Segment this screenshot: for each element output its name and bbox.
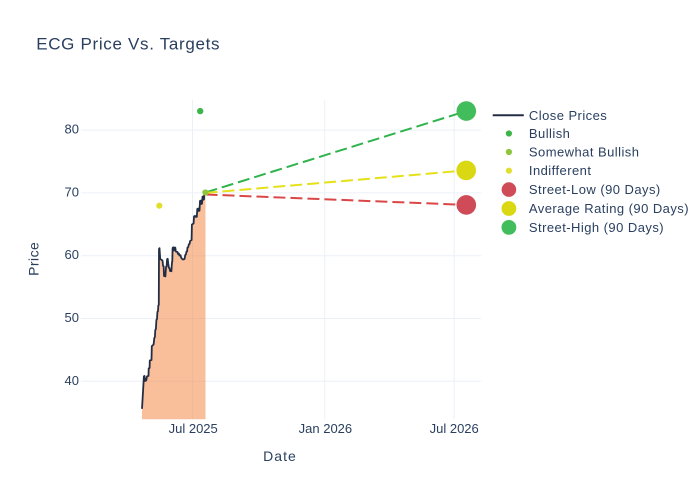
svg-text:Price: Price — [26, 242, 42, 276]
svg-text:Jul 2025: Jul 2025 — [169, 421, 218, 436]
svg-text:60: 60 — [65, 247, 79, 262]
svg-text:Jul 2026: Jul 2026 — [430, 421, 479, 436]
svg-text:Somewhat Bullish: Somewhat Bullish — [529, 145, 640, 160]
svg-text:Close Prices: Close Prices — [529, 108, 607, 123]
svg-text:ECG Price Vs. Targets: ECG Price Vs. Targets — [36, 34, 220, 53]
svg-text:Street-High (90 Days): Street-High (90 Days) — [529, 220, 664, 235]
svg-text:Date: Date — [263, 448, 297, 464]
svg-text:70: 70 — [65, 184, 79, 199]
svg-text:Street-Low (90 Days): Street-Low (90 Days) — [529, 182, 661, 197]
svg-text:Indifferent: Indifferent — [529, 163, 592, 178]
svg-text:40: 40 — [65, 373, 79, 388]
svg-text:50: 50 — [65, 310, 79, 325]
svg-text:Bullish: Bullish — [529, 126, 570, 141]
svg-text:80: 80 — [65, 122, 79, 137]
svg-text:Average Rating (90 Days): Average Rating (90 Days) — [529, 201, 689, 216]
svg-text:Jan 2026: Jan 2026 — [299, 421, 353, 436]
